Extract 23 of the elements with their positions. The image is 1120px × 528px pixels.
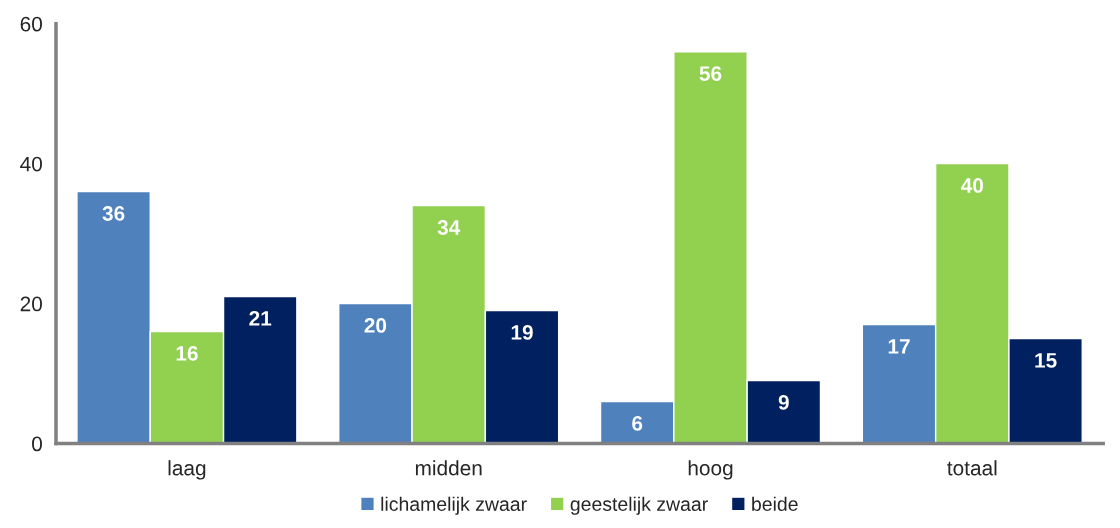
data-label: 34 — [437, 220, 461, 235]
data-label: 6 — [632, 415, 643, 431]
y-tick-label: 0 — [32, 436, 42, 452]
legend-label: beide — [752, 496, 798, 511]
x-tick-label: hoog — [688, 460, 733, 480]
y-tick-label: 60 — [20, 16, 42, 32]
x-tick-label: totaal — [947, 460, 997, 476]
data-label: 36 — [102, 206, 125, 221]
data-label: 15 — [1035, 353, 1057, 368]
legend-label: geestelijk zwaar — [570, 496, 708, 515]
data-label: 21 — [249, 311, 272, 326]
y-tick-label: 40 — [20, 156, 42, 172]
data-label: 17 — [888, 339, 910, 354]
legend-label: lichamelijk zwaar — [381, 496, 527, 515]
data-label: 40 — [961, 178, 984, 193]
y-tick-label: 20 — [20, 296, 42, 312]
data-label: 20 — [364, 318, 387, 333]
data-label: 16 — [176, 346, 198, 361]
data-label: 19 — [511, 325, 533, 340]
x-tick-label: laag — [168, 460, 206, 480]
data-label: 56 — [699, 66, 722, 81]
x-tick-label: midden — [415, 460, 482, 476]
data-label: 9 — [778, 395, 789, 410]
